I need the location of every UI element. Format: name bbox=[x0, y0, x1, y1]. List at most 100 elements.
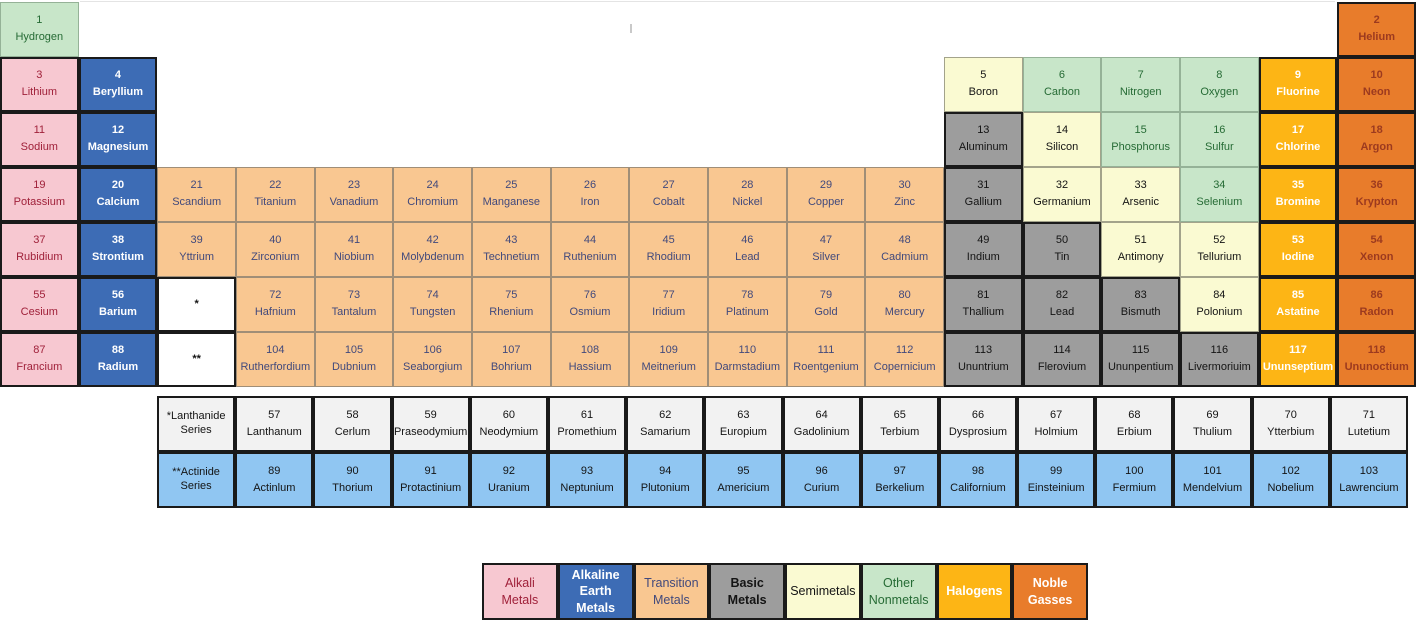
element-cell-ytterbium[interactable]: 70 Ytterbium bbox=[1251, 396, 1330, 452]
element-cell-polonium[interactable]: 84 Polonium bbox=[1179, 277, 1259, 332]
element-cell-potassium[interactable]: 19 Potassium bbox=[0, 167, 79, 222]
element-cell-nobelium[interactable]: 102 Nobelium bbox=[1251, 452, 1330, 508]
element-cell-mercury[interactable]: 80 Mercury bbox=[865, 277, 944, 332]
element-cell-sodium[interactable]: 11 Sodium bbox=[0, 112, 79, 167]
element-cell-cadmium[interactable]: 48 Cadmium bbox=[865, 222, 944, 277]
element-cell-molybdenum[interactable]: 42 Molybdenum bbox=[393, 222, 472, 277]
element-cell-thorium[interactable]: 90 Thorium bbox=[313, 452, 392, 508]
element-cell-nitrogen[interactable]: 7 Nitrogen bbox=[1101, 57, 1180, 112]
element-cell-tungsten[interactable]: 74 Tungsten bbox=[393, 277, 472, 332]
element-cell-niobium[interactable]: 41 Niobium bbox=[314, 222, 394, 277]
element-cell-americium[interactable]: 95 Americium bbox=[704, 452, 783, 508]
element-cell-protactinium[interactable]: 91 Protactinium bbox=[391, 452, 470, 508]
element-cell-chromium[interactable]: 24 Chromium bbox=[393, 167, 472, 222]
element-cell-copernicium[interactable]: 112 Copernicium bbox=[865, 332, 944, 387]
element-cell-hassium[interactable]: 108 Hassium bbox=[550, 332, 630, 387]
element-cell-rutherfordium[interactable]: 104 Rutherfordium bbox=[235, 332, 315, 387]
element-cell-oxygen[interactable]: 8 Oxygen bbox=[1179, 57, 1259, 112]
element-cell-silver[interactable]: 47 Silver bbox=[786, 222, 866, 277]
element-cell-calcium[interactable]: 20 Calcium bbox=[78, 167, 158, 222]
element-cell-gallium[interactable]: 31 Gallium bbox=[943, 167, 1023, 222]
element-cell-cobalt[interactable]: 27 Cobalt bbox=[629, 167, 708, 222]
element-cell-roentgenium[interactable]: 111 Roentgenium bbox=[786, 332, 866, 387]
element-cell-lithium[interactable]: 3 Lithium bbox=[0, 57, 79, 112]
element-cell-rubidium[interactable]: 37 Rubidium bbox=[0, 222, 79, 277]
element-cell-livermoriuim[interactable]: 116 Livermoriuim bbox=[1179, 332, 1259, 387]
element-cell-selenium[interactable]: 34 Selenium bbox=[1179, 167, 1259, 222]
element-cell-samarium[interactable]: 62 Samarium bbox=[626, 396, 705, 452]
element-cell-ununtrium[interactable]: 113 Ununtrium bbox=[943, 332, 1023, 387]
element-cell-argon[interactable]: 18 Argon bbox=[1337, 112, 1416, 167]
element-cell-dysprosium[interactable]: 66 Dysprosium bbox=[938, 396, 1018, 452]
element-cell-osmium[interactable]: 76 Osmium bbox=[550, 277, 630, 332]
element-cell-iridium[interactable]: 77 Iridium bbox=[629, 277, 708, 332]
element-cell-lead[interactable]: 46 Lead bbox=[707, 222, 787, 277]
element-cell-zinc[interactable]: 30 Zinc bbox=[865, 167, 944, 222]
element-cell-indium[interactable]: 49 Indium bbox=[943, 222, 1023, 277]
element-cell-magnesium[interactable]: 12 Magnesium bbox=[78, 112, 158, 167]
element-cell-xenon[interactable]: 54 Xenon bbox=[1337, 222, 1416, 277]
element-cell-californium[interactable]: 98 Californium bbox=[938, 452, 1018, 508]
element-cell-gadolinium[interactable]: 64 Gadolinium bbox=[782, 396, 861, 452]
element-cell-promethium[interactable]: 61 Promethium bbox=[547, 396, 627, 452]
element-cell-bohrium[interactable]: 107 Bohrium bbox=[471, 332, 551, 387]
element-cell-mendelvium[interactable]: 101 Mendelvium bbox=[1173, 452, 1252, 508]
element-cell-ununoctium[interactable]: 118 Ununoctium bbox=[1337, 332, 1416, 387]
element-cell-actinlum[interactable]: 89 Actinlum bbox=[235, 452, 314, 508]
element-cell-arsenic[interactable]: 33 Arsenic bbox=[1101, 167, 1180, 222]
element-cell-yttrium[interactable]: 39 Yttrium bbox=[157, 222, 236, 277]
element-cell-erbium[interactable]: 68 Erbium bbox=[1095, 396, 1174, 452]
element-cell-iron[interactable]: 26 Iron bbox=[550, 167, 630, 222]
element-cell-holmium[interactable]: 67 Holmium bbox=[1017, 396, 1096, 452]
element-cell-seaborgium[interactable]: 106 Seaborgium bbox=[393, 332, 472, 387]
element-cell-strontium[interactable]: 38 Strontium bbox=[78, 222, 158, 277]
element-cell-sulfur[interactable]: 16 Sulfur bbox=[1179, 112, 1259, 167]
element-cell-germanium[interactable]: 32 Germanium bbox=[1022, 167, 1102, 222]
element-cell-titanium[interactable]: 22 Titanium bbox=[235, 167, 315, 222]
element-cell-bromine[interactable]: 35 Bromine bbox=[1258, 167, 1338, 222]
element-cell-europium[interactable]: 63 Europium bbox=[704, 396, 783, 452]
element-cell-neodymium[interactable]: 60 Neodymium bbox=[469, 396, 548, 452]
element-cell-berkelium[interactable]: 97 Berkelium bbox=[860, 452, 939, 508]
element-cell-thulium[interactable]: 69 Thulium bbox=[1173, 396, 1252, 452]
element-cell-radon[interactable]: 86 Radon bbox=[1337, 277, 1416, 332]
element-cell-ruthenium[interactable]: 44 Ruthenium bbox=[550, 222, 630, 277]
element-cell-lutetium[interactable]: 71 Lutetium bbox=[1329, 396, 1408, 452]
element-cell-darmstadium[interactable]: 110 Darmstadium bbox=[707, 332, 787, 387]
element-cell-platinum[interactable]: 78 Platinum bbox=[707, 277, 787, 332]
element-cell-astatine[interactable]: 85 Astatine bbox=[1258, 277, 1338, 332]
element-cell-silicon[interactable]: 14 Silicon bbox=[1022, 112, 1102, 167]
element-cell-thallium[interactable]: 81 Thallium bbox=[943, 277, 1023, 332]
element-cell-hydrogen[interactable]: 1 Hydrogen bbox=[0, 2, 79, 57]
element-cell-zirconium[interactable]: 40 Zirconium bbox=[235, 222, 315, 277]
element-cell-scandium[interactable]: 21 Scandium bbox=[157, 167, 236, 222]
element-cell-curium[interactable]: 96 Curium bbox=[782, 452, 861, 508]
element-cell-cerlum[interactable]: 58 Cerlum bbox=[313, 396, 392, 452]
element-cell-boron[interactable]: 5 Boron bbox=[943, 57, 1023, 112]
element-cell-rhenium[interactable]: 75 Rhenium bbox=[471, 277, 551, 332]
element-cell-plutonium[interactable]: 94 Plutonium bbox=[626, 452, 705, 508]
element-cell-cesium[interactable]: 55 Cesium bbox=[0, 277, 79, 332]
element-cell-francium[interactable]: 87 Francium bbox=[0, 332, 79, 387]
element-cell-tin[interactable]: 50 Tin bbox=[1022, 222, 1102, 277]
element-cell-flerovium[interactable]: 114 Flerovium bbox=[1022, 332, 1102, 387]
element-cell-chlorine[interactable]: 17 Chlorine bbox=[1258, 112, 1338, 167]
element-cell-technetium[interactable]: 43 Technetium bbox=[471, 222, 551, 277]
element-cell-einsteinium[interactable]: 99 Einsteinium bbox=[1017, 452, 1096, 508]
element-cell-lead[interactable]: 82 Lead bbox=[1022, 277, 1102, 332]
element-cell-iodine[interactable]: 53 Iodine bbox=[1258, 222, 1338, 277]
element-cell-krypton[interactable]: 36 Krypton bbox=[1337, 167, 1416, 222]
element-cell-rhodium[interactable]: 45 Rhodium bbox=[629, 222, 708, 277]
element-cell-fermium[interactable]: 100 Fermium bbox=[1095, 452, 1174, 508]
element-cell-manganese[interactable]: 25 Manganese bbox=[471, 167, 551, 222]
element-cell-beryllium[interactable]: 4 Beryllium bbox=[78, 57, 158, 112]
element-cell-ununseptium[interactable]: 117 Ununseptium bbox=[1258, 332, 1338, 387]
element-cell-neon[interactable]: 10 Neon bbox=[1337, 57, 1416, 112]
element-cell-neptunium[interactable]: 93 Neptunium bbox=[547, 452, 627, 508]
element-cell-lawrencium[interactable]: 103 Lawrencium bbox=[1329, 452, 1408, 508]
element-cell-tantalum[interactable]: 73 Tantalum bbox=[314, 277, 394, 332]
element-cell-hafnium[interactable]: 72 Hafnium bbox=[235, 277, 315, 332]
element-cell-tellurium[interactable]: 52 Tellurium bbox=[1179, 222, 1259, 277]
element-cell-phosphorus[interactable]: 15 Phosphorus bbox=[1101, 112, 1180, 167]
element-cell-barium[interactable]: 56 Barium bbox=[78, 277, 158, 332]
